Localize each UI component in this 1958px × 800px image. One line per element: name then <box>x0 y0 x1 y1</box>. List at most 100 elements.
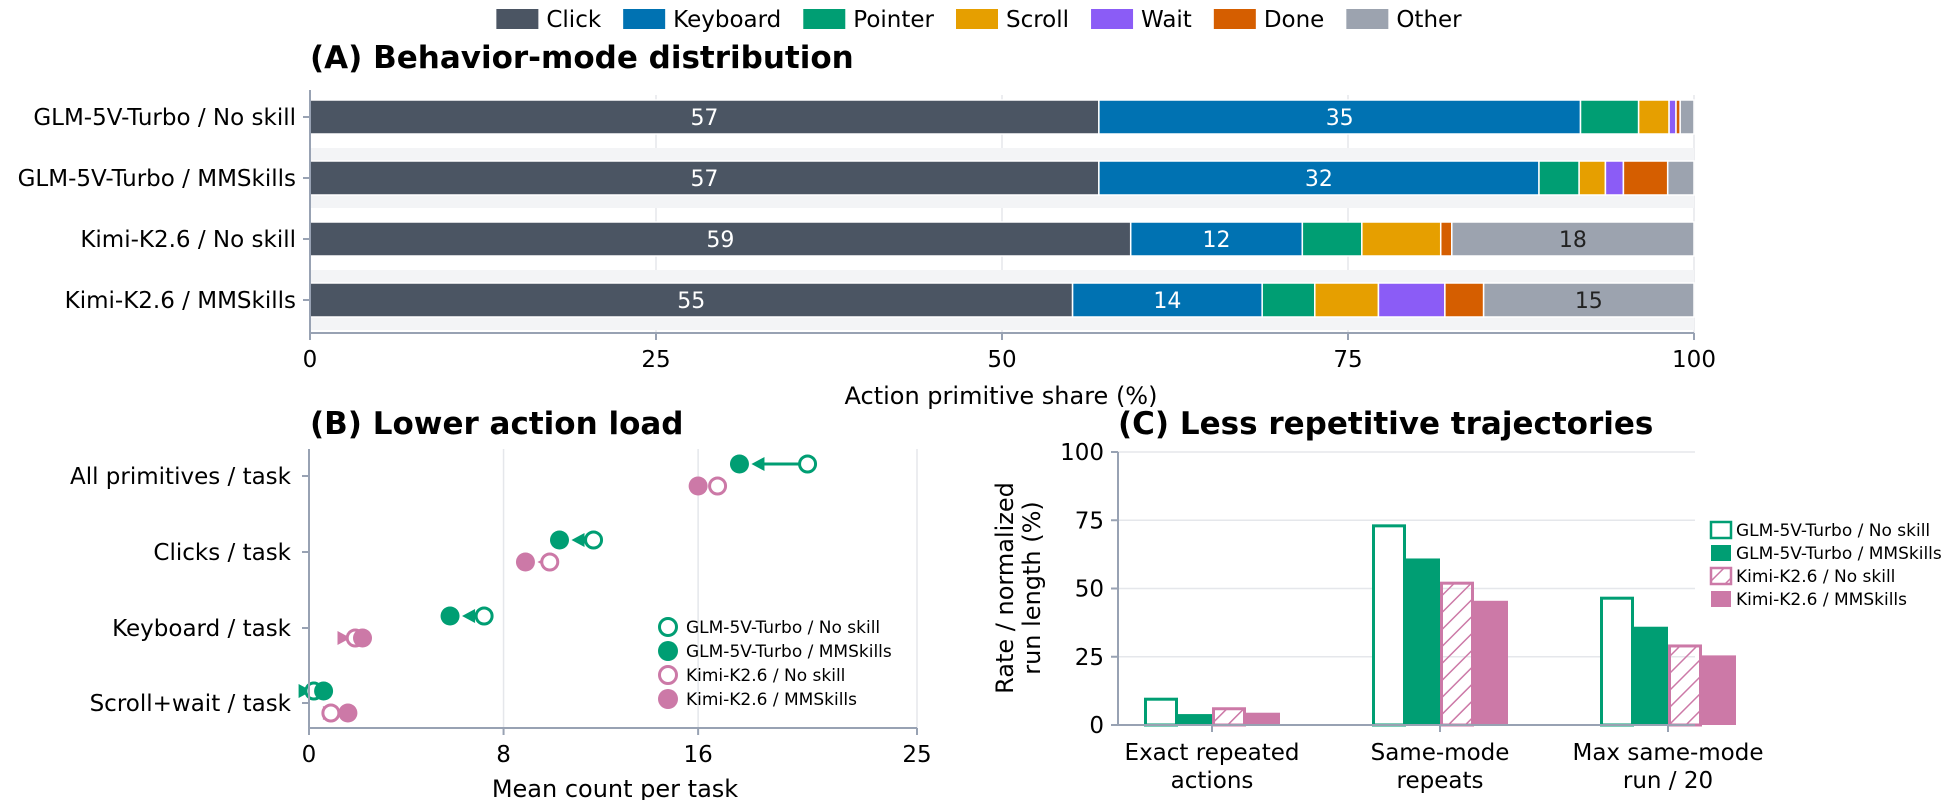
a-data-label-keyboard-3: 14 <box>1153 289 1181 314</box>
c-category-label-1-line2: repeats <box>1397 768 1484 794</box>
a-bar-scroll-0 <box>1637 99 1670 135</box>
a-x-tick-label-100: 100 <box>1672 347 1716 373</box>
a-bar-keyboard-0 <box>1098 99 1582 135</box>
c-y-tick-label-25: 25 <box>1075 645 1104 671</box>
a-data-label-keyboard-2: 12 <box>1203 228 1231 253</box>
panel-a-behavior-mode-distribution: (A) Behavior-mode distribution 57 35 57 32 5… <box>18 40 1716 410</box>
legend-label-scroll: Scroll <box>1006 7 1069 33</box>
b-arrowhead-glm-5v-turbo-2 <box>462 609 476 623</box>
c-bar-kimi-k2-6-no-skill-1 <box>1440 581 1474 727</box>
legend-swatch-wait <box>1091 9 1134 29</box>
a-x-tick-label-75: 75 <box>1333 347 1362 373</box>
b-point-glm-5v-turbo-mmskills-0 <box>729 454 749 474</box>
b-point-kimi-k2-6-mmskills-2 <box>353 628 373 648</box>
b-point-glm-5v-turbo-no-skill-1 <box>584 530 604 550</box>
a-data-label-click-0: 57 <box>690 106 718 131</box>
panel-c-less-repetitive-trajectories: (C) Less repetitive trajectories 0 25 50 75… <box>991 406 1942 794</box>
legend-swatch-keyboard <box>623 9 666 29</box>
legend-label-keyboard: Keyboard <box>673 7 781 33</box>
b-category-label-1: Clicks / task <box>153 540 291 566</box>
a-bar-wait-1 <box>1604 160 1625 196</box>
a-bar-click-0 <box>309 99 1100 135</box>
b-legend-label-kimi-k2-6-mmskills: Kimi-K2.6 / MMSkills <box>686 690 857 710</box>
a-x-tick-label-50: 50 <box>987 347 1016 373</box>
legend-swatch-pointer <box>803 9 846 29</box>
c-legend-swatch-glm-5v-turbo-mmskills <box>1711 545 1731 561</box>
b-category-label-3: Scroll+wait / task <box>90 691 292 717</box>
c-legend-label-glm-5v-turbo-no-skill: GLM-5V-Turbo / No skill <box>1736 521 1930 541</box>
b-point-glm-5v-turbo-no-skill-0 <box>798 454 818 474</box>
a-bar-scroll-2 <box>1361 221 1442 257</box>
b-legend-label-glm-5v-turbo-mmskills: GLM-5V-Turbo / MMSkills <box>686 642 892 662</box>
a-data-label-click-2: 59 <box>706 228 734 253</box>
c-category-label-2-line1: Max same-mode <box>1572 740 1763 766</box>
c-bar-glm-5v-turbo-mmskills-1 <box>1406 558 1440 725</box>
legend-label-done: Done <box>1264 7 1325 33</box>
a-bar-click-3 <box>309 282 1074 318</box>
b-x-tick-label-25: 25 <box>902 742 931 768</box>
a-bar-other-2 <box>1451 221 1695 257</box>
panel-b-title: (B) Lower action load <box>310 406 683 442</box>
a-category-label-0: GLM-5V-Turbo / No skill <box>33 105 296 131</box>
b-category-label-0: All primitives / task <box>70 464 292 490</box>
b-x-tick-label-16: 16 <box>683 742 712 768</box>
panel-c-y-axis-label-line2: run length (%) <box>1018 501 1046 675</box>
a-bar-scroll-3 <box>1314 282 1380 318</box>
a-category-label-1: GLM-5V-Turbo / MMSkills <box>18 166 296 192</box>
a-bar-done-1 <box>1622 160 1669 196</box>
c-bar-kimi-k2-6-mmskills-1 <box>1474 600 1508 725</box>
a-bar-done-2 <box>1439 221 1453 257</box>
a-data-label-keyboard-0: 35 <box>1326 106 1354 131</box>
b-category-label-2: Keyboard / task <box>112 616 292 642</box>
b-arrowhead-glm-5v-turbo-0 <box>751 457 765 471</box>
b-legend-marker-kimi-k2-6-no-skill <box>658 665 678 685</box>
b-legend-marker-glm-5v-turbo-no-skill <box>658 617 678 637</box>
top-legend: Click Keyboard Pointer Scroll Wait Done Other <box>496 7 1462 33</box>
b-point-kimi-k2-6-mmskills-3 <box>338 703 358 723</box>
c-legend-swatch-kimi-k2-6-mmskills <box>1711 591 1731 607</box>
a-bar-wait-0 <box>1668 99 1677 135</box>
legend-swatch-done <box>1213 9 1256 29</box>
c-category-label-2-line2: run / 20 <box>1623 768 1713 794</box>
a-bar-other-1 <box>1666 160 1695 196</box>
c-category-label-0-line1: Exact repeated <box>1125 740 1300 766</box>
a-data-label-other-2: 18 <box>1559 228 1587 253</box>
b-arrowhead-kimi-k2-6-2 <box>337 631 351 645</box>
b-legend-label-kimi-k2-6-no-skill: Kimi-K2.6 / No skill <box>686 666 845 686</box>
a-data-label-other-3: 15 <box>1575 289 1603 314</box>
b-point-glm-5v-turbo-mmskills-3 <box>314 681 334 701</box>
c-bar-glm-5v-turbo-no-skill-0 <box>1144 697 1178 727</box>
c-legend-swatch-kimi-k2-6-no-skill <box>1709 566 1733 586</box>
c-y-tick-label-0: 0 <box>1089 713 1104 739</box>
a-bar-keyboard-3 <box>1071 282 1263 318</box>
b-point-kimi-k2-6-no-skill-0 <box>708 476 728 496</box>
c-bar-kimi-k2-6-no-skill-0 <box>1212 707 1246 727</box>
b-x-tick-label-8: 8 <box>496 742 511 768</box>
b-point-kimi-k2-6-no-skill-3 <box>321 703 341 723</box>
a-bar-other-3 <box>1482 282 1695 318</box>
legend-swatch-other <box>1346 9 1389 29</box>
a-bar-done-3 <box>1444 282 1485 318</box>
b-point-glm-5v-turbo-mmskills-2 <box>440 606 460 626</box>
a-bar-wait-3 <box>1377 282 1446 318</box>
c-category-label-0-line2: actions <box>1171 768 1254 794</box>
a-category-label-2: Kimi-K2.6 / No skill <box>80 227 296 253</box>
b-legend-marker-glm-5v-turbo-mmskills <box>658 641 678 661</box>
b-x-tick-label-0: 0 <box>302 742 317 768</box>
a-category-label-3: Kimi-K2.6 / MMSkills <box>65 288 296 314</box>
c-bar-kimi-k2-6-mmskills-0 <box>1246 712 1280 725</box>
panel-a-title: (A) Behavior-mode distribution <box>310 40 854 76</box>
c-legend-label-glm-5v-turbo-mmskills: GLM-5V-Turbo / MMSkills <box>1736 544 1942 564</box>
legend-swatch-scroll <box>955 9 998 29</box>
a-data-label-click-3: 55 <box>677 289 705 314</box>
a-bar-pointer-3 <box>1261 282 1316 318</box>
a-data-label-click-1: 57 <box>690 167 718 192</box>
a-bar-other-0 <box>1679 99 1695 135</box>
a-bar-pointer-1 <box>1538 160 1580 196</box>
legend-swatch-click <box>496 9 539 29</box>
a-bar-pointer-2 <box>1301 221 1363 257</box>
legend-label-click: Click <box>546 7 601 33</box>
c-bar-glm-5v-turbo-mmskills-2 <box>1634 626 1668 725</box>
a-bar-keyboard-1 <box>1098 160 1540 196</box>
